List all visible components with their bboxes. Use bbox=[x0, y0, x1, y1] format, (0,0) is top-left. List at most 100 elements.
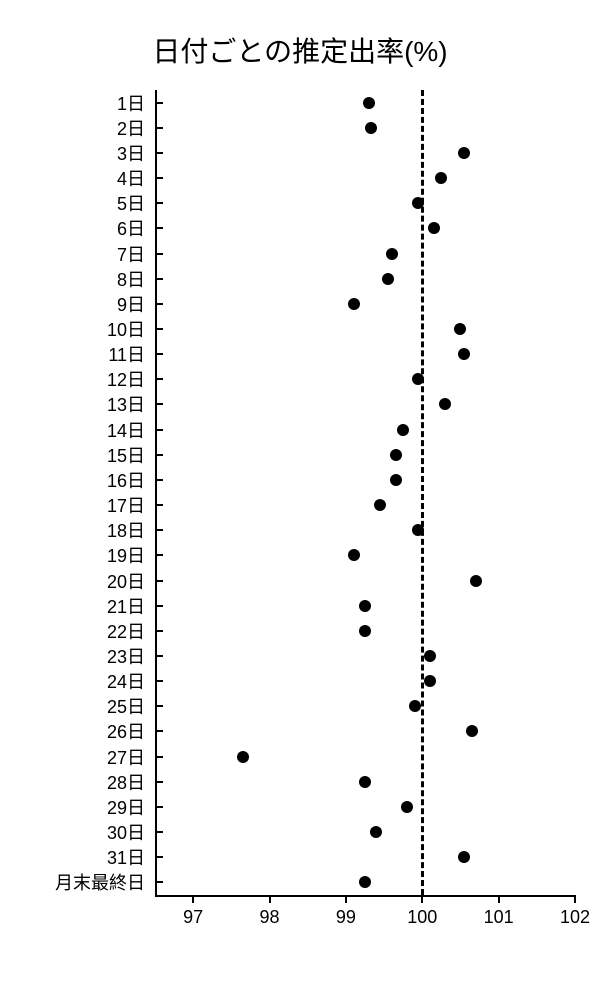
y-tick-label: 4日 bbox=[0, 165, 145, 191]
y-tick-label: 10日 bbox=[0, 316, 145, 342]
data-point bbox=[370, 826, 382, 838]
data-point bbox=[359, 625, 371, 637]
data-point bbox=[390, 474, 402, 486]
data-point bbox=[237, 751, 249, 763]
y-tick-label: 月末最終日 bbox=[0, 869, 145, 895]
y-tick bbox=[155, 102, 163, 104]
y-tick-label: 30日 bbox=[0, 819, 145, 845]
y-tick-label: 15日 bbox=[0, 442, 145, 468]
data-point bbox=[359, 776, 371, 788]
reference-line bbox=[421, 90, 424, 895]
data-point bbox=[470, 575, 482, 587]
y-tick bbox=[155, 856, 163, 858]
x-tick bbox=[574, 895, 576, 903]
y-tick-label: 23日 bbox=[0, 643, 145, 669]
x-axis-line bbox=[155, 895, 575, 897]
x-tick bbox=[345, 895, 347, 903]
y-tick bbox=[155, 403, 163, 405]
y-tick-label: 17日 bbox=[0, 492, 145, 518]
y-tick bbox=[155, 303, 163, 305]
y-tick bbox=[155, 580, 163, 582]
x-tick-label: 102 bbox=[560, 907, 590, 928]
y-tick bbox=[155, 705, 163, 707]
y-tick-label: 14日 bbox=[0, 417, 145, 443]
y-tick-label: 8日 bbox=[0, 266, 145, 292]
y-tick bbox=[155, 756, 163, 758]
y-tick bbox=[155, 454, 163, 456]
y-tick bbox=[155, 378, 163, 380]
y-tick-label: 26日 bbox=[0, 718, 145, 744]
y-tick-label: 18日 bbox=[0, 517, 145, 543]
y-tick bbox=[155, 504, 163, 506]
y-tick bbox=[155, 630, 163, 632]
data-point bbox=[412, 373, 424, 385]
data-point bbox=[424, 675, 436, 687]
y-tick bbox=[155, 253, 163, 255]
y-tick-label: 24日 bbox=[0, 668, 145, 694]
y-tick-label: 29日 bbox=[0, 794, 145, 820]
y-tick bbox=[155, 655, 163, 657]
y-tick-label: 1日 bbox=[0, 90, 145, 116]
y-tick-label: 16日 bbox=[0, 467, 145, 493]
dot-plot-chart: 1日2日3日4日5日6日7日8日9日10日11日12日13日14日15日16日1… bbox=[0, 0, 600, 1000]
y-tick bbox=[155, 479, 163, 481]
x-tick bbox=[269, 895, 271, 903]
x-tick bbox=[498, 895, 500, 903]
y-tick-label: 31日 bbox=[0, 844, 145, 870]
data-point bbox=[466, 725, 478, 737]
y-axis-line bbox=[155, 90, 157, 895]
y-tick-label: 13日 bbox=[0, 391, 145, 417]
data-point bbox=[412, 197, 424, 209]
x-tick-label: 100 bbox=[407, 907, 437, 928]
data-point bbox=[458, 851, 470, 863]
data-point bbox=[458, 348, 470, 360]
data-point bbox=[439, 398, 451, 410]
data-point bbox=[412, 524, 424, 536]
y-tick-label: 2日 bbox=[0, 115, 145, 141]
data-point bbox=[409, 700, 421, 712]
y-tick-label: 20日 bbox=[0, 568, 145, 594]
data-point bbox=[397, 424, 409, 436]
y-tick bbox=[155, 227, 163, 229]
data-point bbox=[382, 273, 394, 285]
data-point bbox=[348, 298, 360, 310]
y-tick bbox=[155, 806, 163, 808]
y-tick bbox=[155, 781, 163, 783]
data-point bbox=[348, 549, 360, 561]
y-tick-label: 27日 bbox=[0, 744, 145, 770]
y-tick-label: 12日 bbox=[0, 366, 145, 392]
data-point bbox=[365, 122, 377, 134]
x-tick-label: 99 bbox=[336, 907, 356, 928]
y-tick bbox=[155, 127, 163, 129]
y-tick bbox=[155, 353, 163, 355]
x-tick-label: 98 bbox=[260, 907, 280, 928]
y-tick bbox=[155, 328, 163, 330]
y-tick-label: 9日 bbox=[0, 291, 145, 317]
data-point bbox=[386, 248, 398, 260]
data-point bbox=[359, 876, 371, 888]
data-point bbox=[359, 600, 371, 612]
data-point bbox=[390, 449, 402, 461]
y-tick bbox=[155, 605, 163, 607]
y-tick-label: 6日 bbox=[0, 215, 145, 241]
y-tick-label: 25日 bbox=[0, 693, 145, 719]
x-tick-label: 101 bbox=[484, 907, 514, 928]
data-point bbox=[458, 147, 470, 159]
x-tick bbox=[421, 895, 423, 903]
data-point bbox=[374, 499, 386, 511]
y-tick bbox=[155, 529, 163, 531]
y-tick-label: 3日 bbox=[0, 140, 145, 166]
y-tick bbox=[155, 278, 163, 280]
data-point bbox=[424, 650, 436, 662]
data-point bbox=[428, 222, 440, 234]
y-tick bbox=[155, 831, 163, 833]
y-tick-label: 22日 bbox=[0, 618, 145, 644]
data-point bbox=[401, 801, 413, 813]
y-tick-label: 11日 bbox=[0, 341, 145, 367]
y-tick bbox=[155, 429, 163, 431]
y-tick bbox=[155, 554, 163, 556]
y-tick bbox=[155, 152, 163, 154]
data-point bbox=[363, 97, 375, 109]
y-tick-label: 21日 bbox=[0, 593, 145, 619]
y-tick-label: 28日 bbox=[0, 769, 145, 795]
